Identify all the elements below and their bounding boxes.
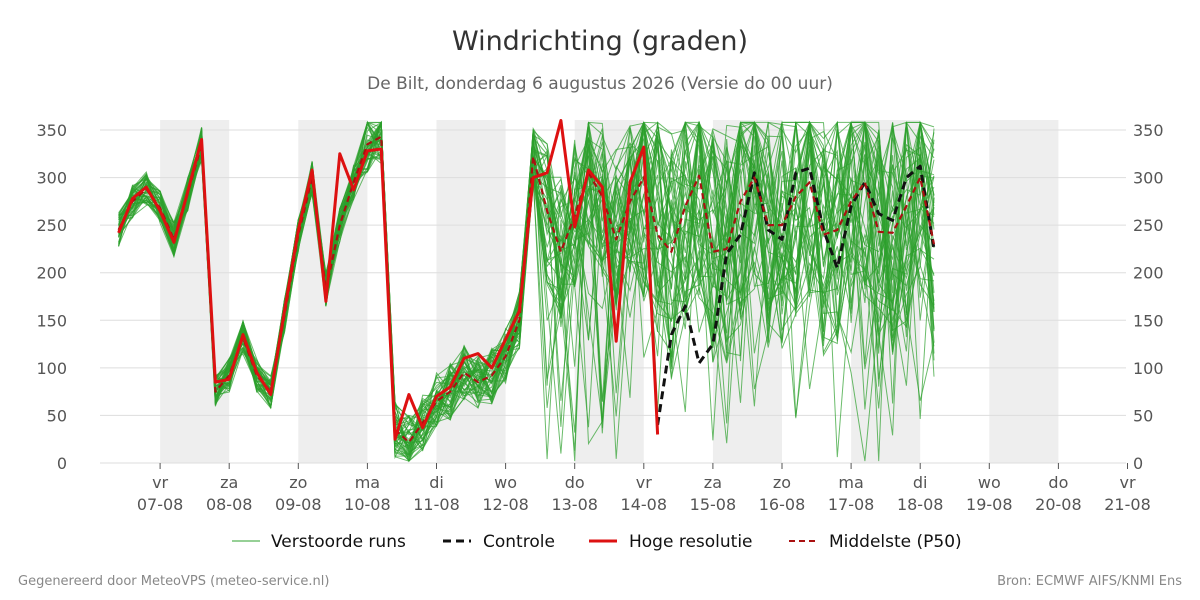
x-tick-date-12: 19-08 [966, 495, 1013, 514]
y-tick-left-250: 250 [36, 216, 67, 235]
x-tick-day-9: zo [773, 473, 791, 492]
y-tick-left-50: 50 [47, 406, 67, 425]
footer-generated-by: Gegenereerd door MeteoVPS (meteo-service… [18, 574, 329, 589]
y-tick-left-150: 150 [36, 311, 67, 330]
x-tick-date-10: 17-08 [828, 495, 875, 514]
x-tick-day-11: di [913, 473, 928, 492]
x-tick-date-3: 10-08 [344, 495, 391, 514]
x-tick-day-4: di [429, 473, 444, 492]
y-tick-right-50: 50 [1133, 406, 1153, 425]
legend-median-label: Middelste (P50) [829, 532, 962, 552]
x-tick-day-1: za [220, 473, 238, 492]
x-tick-date-4: 11-08 [413, 495, 460, 514]
x-tick-day-6: do [565, 473, 585, 492]
x-tick-date-11: 18-08 [897, 495, 944, 514]
x-tick-date-7: 14-08 [621, 495, 668, 514]
legend-highres-label: Hoge resolutie [629, 532, 753, 552]
shade-band-6 [989, 120, 1059, 463]
x-tick-date-0: 07-08 [137, 495, 184, 514]
x-tick-date-9: 16-08 [759, 495, 806, 514]
main-series [117, 119, 936, 444]
x-tick-day-5: wo [494, 473, 517, 492]
y-tick-right-200: 200 [1133, 264, 1164, 283]
x-tick-date-1: 08-08 [206, 495, 253, 514]
y-tick-left-0: 0 [57, 454, 67, 473]
legend: Verstoorde runs Controle Hoge resolutie … [232, 532, 962, 552]
x-axis: vr 07-08 za 08-08 zo 09-08 ma 10-08 di 11-08 wo 12-… [137, 463, 1151, 514]
y-tick-right-250: 250 [1133, 216, 1164, 235]
x-tick-date-5: 12-08 [482, 495, 529, 514]
y-tick-left-350: 350 [36, 121, 67, 140]
control-line [656, 164, 936, 426]
x-tick-day-7: vr [636, 473, 652, 492]
x-tick-day-8: za [704, 473, 722, 492]
x-tick-day-12: wo [978, 473, 1001, 492]
y-tick-left-100: 100 [36, 359, 67, 378]
y-tick-right-300: 300 [1133, 169, 1164, 188]
legend-ensemble-label: Verstoorde runs [271, 532, 406, 552]
x-tick-date-8: 15-08 [690, 495, 737, 514]
x-tick-day-14: vr [1119, 473, 1135, 492]
y-tick-left-200: 200 [36, 264, 67, 283]
x-tick-date-14: 21-08 [1104, 495, 1151, 514]
y-tick-right-100: 100 [1133, 359, 1164, 378]
high-res-line [117, 119, 660, 441]
y-axis-right: 0 50 100 150 200 250 300 350 [1133, 121, 1164, 473]
y-tick-right-0: 0 [1133, 454, 1143, 473]
x-tick-day-10: ma [838, 473, 863, 492]
y-axis-left: 0 50 100 150 200 250 300 350 [36, 121, 67, 473]
x-tick-date-6: 13-08 [551, 495, 598, 514]
x-tick-day-13: do [1048, 473, 1068, 492]
y-tick-left-300: 300 [36, 169, 67, 188]
footer-source: Bron: ECMWF AIFS/KNMI Ens [997, 574, 1182, 589]
chart-title: Windrichting (graden) [452, 26, 748, 57]
x-tick-day-2: zo [289, 473, 307, 492]
x-tick-day-3: ma [355, 473, 380, 492]
legend-control-label: Controle [483, 532, 555, 552]
x-tick-day-0: vr [152, 473, 168, 492]
chart-subtitle: De Bilt, donderdag 6 augustus 2026 (Vers… [367, 74, 833, 94]
x-tick-date-13: 20-08 [1035, 495, 1082, 514]
x-tick-date-2: 09-08 [275, 495, 322, 514]
y-tick-right-350: 350 [1133, 121, 1164, 140]
y-tick-right-150: 150 [1133, 311, 1164, 330]
